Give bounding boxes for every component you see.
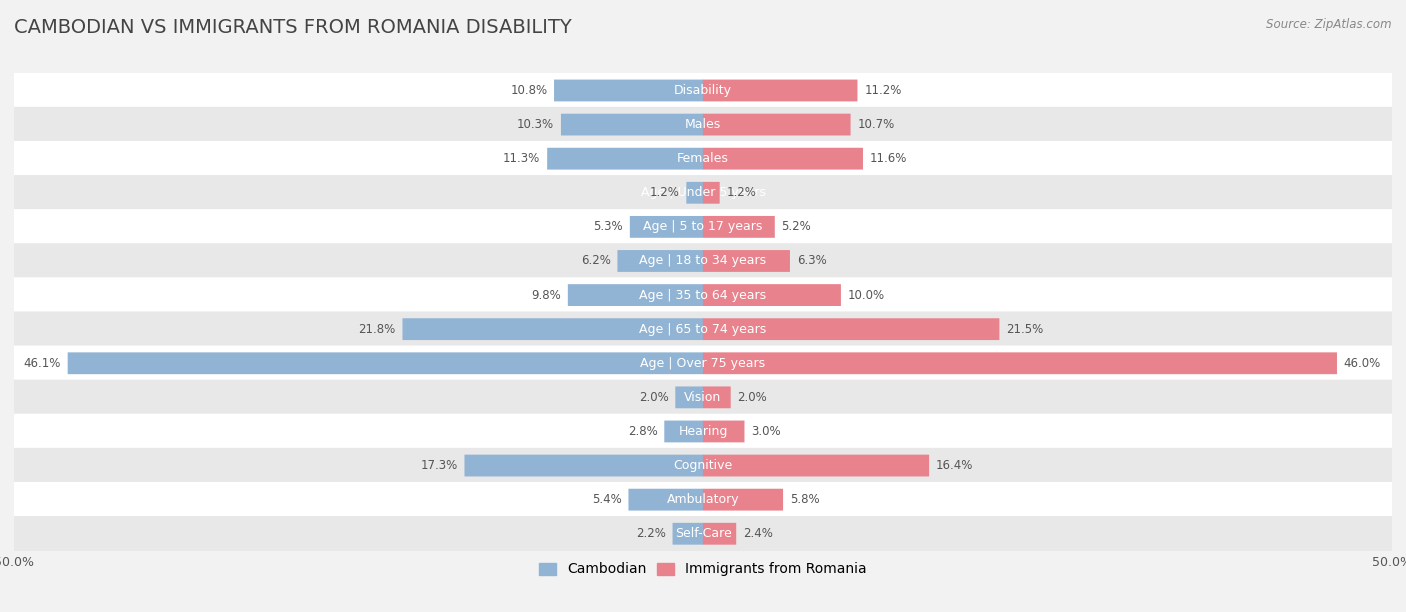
FancyBboxPatch shape: [630, 216, 703, 238]
Text: 5.3%: 5.3%: [593, 220, 623, 233]
FancyBboxPatch shape: [703, 216, 775, 238]
Text: 6.2%: 6.2%: [581, 255, 610, 267]
FancyBboxPatch shape: [14, 277, 1392, 313]
Text: 2.8%: 2.8%: [628, 425, 658, 438]
FancyBboxPatch shape: [14, 175, 1392, 211]
FancyBboxPatch shape: [703, 80, 858, 102]
FancyBboxPatch shape: [14, 379, 1392, 415]
Text: 46.1%: 46.1%: [24, 357, 60, 370]
FancyBboxPatch shape: [672, 523, 703, 545]
Text: 21.8%: 21.8%: [359, 323, 395, 335]
Text: Age | Under 5 years: Age | Under 5 years: [641, 186, 765, 200]
Text: Females: Females: [678, 152, 728, 165]
FancyBboxPatch shape: [703, 353, 1337, 374]
Text: 2.0%: 2.0%: [738, 391, 768, 404]
FancyBboxPatch shape: [628, 489, 703, 510]
FancyBboxPatch shape: [664, 420, 703, 442]
Text: 9.8%: 9.8%: [531, 289, 561, 302]
Text: Self-Care: Self-Care: [675, 528, 731, 540]
Text: Age | Over 75 years: Age | Over 75 years: [641, 357, 765, 370]
Text: 3.0%: 3.0%: [751, 425, 780, 438]
Text: 11.2%: 11.2%: [865, 84, 901, 97]
FancyBboxPatch shape: [686, 182, 703, 204]
FancyBboxPatch shape: [14, 209, 1392, 245]
Text: 5.8%: 5.8%: [790, 493, 820, 506]
Text: Age | 5 to 17 years: Age | 5 to 17 years: [644, 220, 762, 233]
FancyBboxPatch shape: [14, 482, 1392, 517]
Text: 46.0%: 46.0%: [1344, 357, 1381, 370]
Text: CAMBODIAN VS IMMIGRANTS FROM ROMANIA DISABILITY: CAMBODIAN VS IMMIGRANTS FROM ROMANIA DIS…: [14, 18, 572, 37]
Text: 5.4%: 5.4%: [592, 493, 621, 506]
FancyBboxPatch shape: [703, 489, 783, 510]
Text: Males: Males: [685, 118, 721, 131]
FancyBboxPatch shape: [402, 318, 703, 340]
FancyBboxPatch shape: [14, 243, 1392, 278]
FancyBboxPatch shape: [561, 114, 703, 135]
FancyBboxPatch shape: [703, 284, 841, 306]
FancyBboxPatch shape: [703, 420, 744, 442]
Text: 11.6%: 11.6%: [870, 152, 907, 165]
FancyBboxPatch shape: [14, 346, 1392, 381]
Legend: Cambodian, Immigrants from Romania: Cambodian, Immigrants from Romania: [534, 557, 872, 582]
FancyBboxPatch shape: [14, 448, 1392, 483]
Text: Ambulatory: Ambulatory: [666, 493, 740, 506]
Text: Vision: Vision: [685, 391, 721, 404]
FancyBboxPatch shape: [617, 250, 703, 272]
Text: 17.3%: 17.3%: [420, 459, 458, 472]
Text: Cognitive: Cognitive: [673, 459, 733, 472]
FancyBboxPatch shape: [547, 147, 703, 170]
Text: 2.2%: 2.2%: [636, 528, 666, 540]
Text: 16.4%: 16.4%: [936, 459, 973, 472]
Text: Age | 35 to 64 years: Age | 35 to 64 years: [640, 289, 766, 302]
Text: 1.2%: 1.2%: [650, 186, 679, 200]
Text: Age | 65 to 74 years: Age | 65 to 74 years: [640, 323, 766, 335]
Text: 10.8%: 10.8%: [510, 84, 547, 97]
FancyBboxPatch shape: [14, 141, 1392, 176]
Text: 6.3%: 6.3%: [797, 255, 827, 267]
FancyBboxPatch shape: [14, 516, 1392, 551]
FancyBboxPatch shape: [703, 318, 1000, 340]
FancyBboxPatch shape: [14, 312, 1392, 347]
FancyBboxPatch shape: [554, 80, 703, 102]
FancyBboxPatch shape: [14, 107, 1392, 143]
FancyBboxPatch shape: [703, 147, 863, 170]
Text: 5.2%: 5.2%: [782, 220, 811, 233]
FancyBboxPatch shape: [67, 353, 703, 374]
Text: 2.0%: 2.0%: [638, 391, 669, 404]
FancyBboxPatch shape: [703, 182, 720, 204]
Text: 10.3%: 10.3%: [517, 118, 554, 131]
Text: 11.3%: 11.3%: [503, 152, 540, 165]
Text: 21.5%: 21.5%: [1007, 323, 1043, 335]
Text: Hearing: Hearing: [678, 425, 728, 438]
FancyBboxPatch shape: [464, 455, 703, 477]
FancyBboxPatch shape: [14, 73, 1392, 108]
FancyBboxPatch shape: [675, 386, 703, 408]
Text: 10.0%: 10.0%: [848, 289, 884, 302]
FancyBboxPatch shape: [703, 523, 737, 545]
FancyBboxPatch shape: [14, 414, 1392, 449]
FancyBboxPatch shape: [703, 386, 731, 408]
FancyBboxPatch shape: [703, 114, 851, 135]
Text: 10.7%: 10.7%: [858, 118, 894, 131]
Text: Age | 18 to 34 years: Age | 18 to 34 years: [640, 255, 766, 267]
FancyBboxPatch shape: [568, 284, 703, 306]
Text: 2.4%: 2.4%: [742, 528, 773, 540]
Text: Disability: Disability: [673, 84, 733, 97]
Text: 1.2%: 1.2%: [727, 186, 756, 200]
FancyBboxPatch shape: [703, 455, 929, 477]
Text: Source: ZipAtlas.com: Source: ZipAtlas.com: [1267, 18, 1392, 31]
FancyBboxPatch shape: [703, 250, 790, 272]
